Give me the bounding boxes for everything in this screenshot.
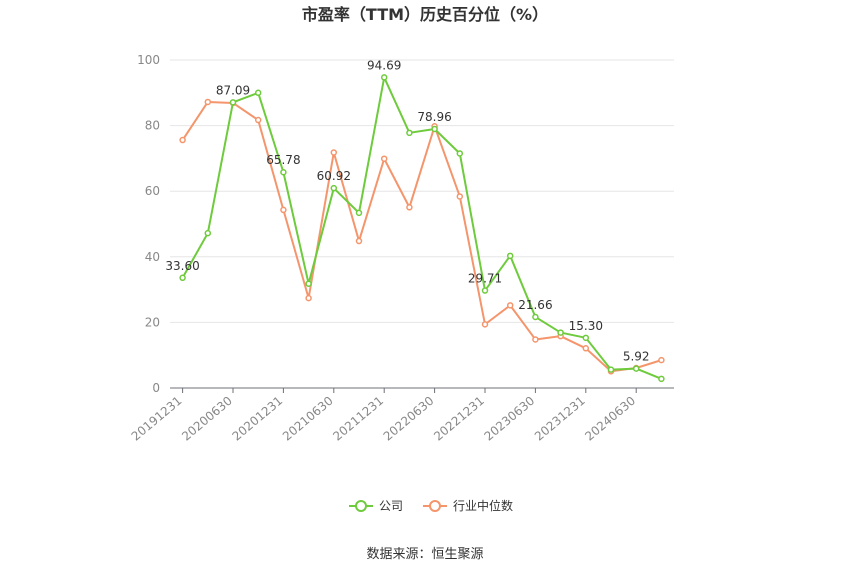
data-point <box>481 287 489 294</box>
series-layer <box>179 74 665 383</box>
data-point <box>204 229 212 237</box>
legend-item[interactable]: 公司 <box>349 499 403 513</box>
x-tick-label: 20210630 <box>280 394 336 444</box>
data-point <box>179 274 186 282</box>
data-point <box>456 150 464 157</box>
data-point <box>582 334 590 342</box>
data-point <box>632 365 640 372</box>
data-label: 65.78 <box>266 153 300 167</box>
legend-label: 公司 <box>379 499 403 513</box>
x-tick-label: 20230630 <box>482 394 538 444</box>
data-point <box>481 321 489 328</box>
data-label: 21.66 <box>518 298 552 312</box>
data-point <box>582 345 590 352</box>
y-tick-label: 80 <box>145 119 160 133</box>
data-point <box>280 206 287 214</box>
x-tick-label: 20231231 <box>532 394 588 444</box>
legend-marker <box>355 500 367 512</box>
y-tick-label: 60 <box>145 184 160 198</box>
data-label: 87.09 <box>216 83 250 97</box>
data-point <box>380 74 388 81</box>
x-tick-label: 20201231 <box>230 394 286 444</box>
data-label-layer: 33.60 87.09 65.78 60.92 94.69 78.96 29.71 21.66… <box>165 58 649 363</box>
data-point <box>254 116 262 124</box>
data-label: 60.92 <box>317 169 351 183</box>
data-point <box>330 184 338 192</box>
data-label: 94.69 <box>367 58 401 72</box>
y-tick-label: 0 <box>152 381 160 395</box>
data-point <box>355 209 363 217</box>
data-label: 15.30 <box>569 319 603 333</box>
grid-layer <box>170 59 674 323</box>
data-point <box>406 129 413 137</box>
data-point <box>330 149 338 156</box>
legend-marker <box>429 500 441 512</box>
data-point <box>658 375 665 383</box>
data-point <box>380 155 388 162</box>
y-tick-label: 20 <box>145 315 160 329</box>
data-point <box>305 280 312 287</box>
data-label: 29.71 <box>468 272 502 286</box>
legend-item[interactable]: 行业中位数 <box>423 498 513 513</box>
data-label: 78.96 <box>417 110 451 124</box>
data-point <box>431 125 438 133</box>
data-point <box>607 366 615 373</box>
data-point <box>532 336 539 343</box>
data-point <box>204 98 212 106</box>
y-tick-label: 100 <box>137 53 160 67</box>
data-point <box>658 356 665 364</box>
axis-layer: 0204060801002019123120200630202012312021… <box>129 53 674 444</box>
x-tick-label: 20220630 <box>381 394 437 444</box>
x-tick-label: 20211231 <box>330 394 386 444</box>
data-point <box>506 252 514 260</box>
chart-title: 市盈率（TTM）历史百分位（%） <box>302 5 548 24</box>
x-tick-label: 20221231 <box>431 394 487 444</box>
data-point <box>280 168 287 176</box>
data-point <box>229 99 237 106</box>
data-point <box>532 313 539 321</box>
data-source-text: 数据来源：恒生聚源 <box>366 547 483 562</box>
y-tick-label: 40 <box>145 250 160 264</box>
series-line <box>181 76 662 380</box>
data-point <box>179 136 186 144</box>
legend[interactable]: 公司 行业中位数 <box>349 498 513 513</box>
legend-label: 行业中位数 <box>453 498 513 513</box>
data-label: 33.60 <box>165 259 199 273</box>
x-tick-label: 20200630 <box>179 394 235 444</box>
x-tick-label: 20240630 <box>582 394 638 444</box>
data-point <box>456 193 464 200</box>
data-label: 5.92 <box>623 350 650 364</box>
data-point <box>406 204 413 211</box>
data-point <box>305 294 312 302</box>
x-tick-label: 20191231 <box>129 394 185 444</box>
series-line <box>181 100 662 373</box>
data-point <box>506 302 514 309</box>
data-point <box>254 89 262 97</box>
data-point <box>355 237 363 245</box>
data-point <box>557 329 564 336</box>
